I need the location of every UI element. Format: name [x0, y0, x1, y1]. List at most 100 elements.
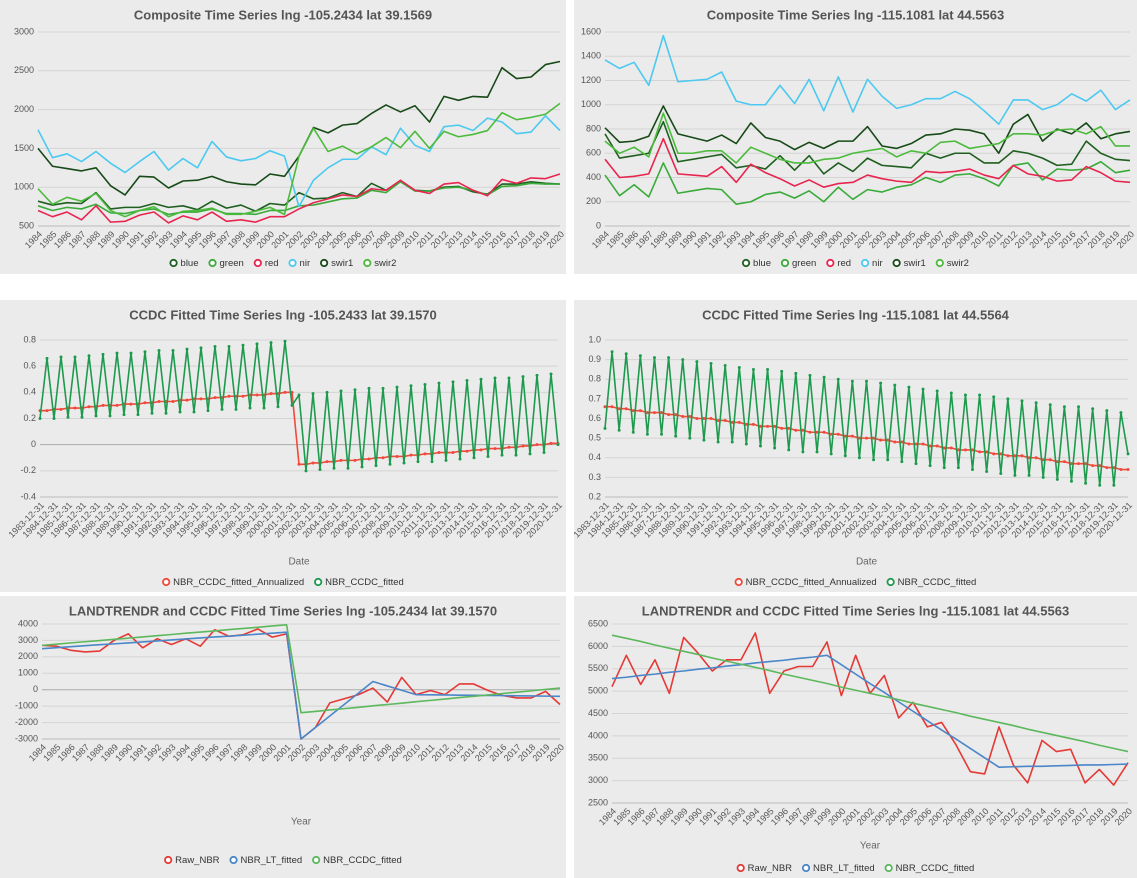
y-tick-label: 0: [33, 684, 38, 694]
data-point: [1098, 464, 1102, 468]
data-point: [744, 422, 748, 426]
data-point: [276, 405, 280, 409]
data-point: [971, 448, 975, 452]
x-axis-title: Year: [860, 841, 881, 852]
series-line: [37, 180, 561, 213]
y-tick-label: -0.2: [20, 465, 36, 475]
x-axis-title: Date: [856, 557, 878, 568]
series-line: [41, 624, 561, 714]
data-point: [822, 375, 826, 379]
data-point: [423, 382, 427, 386]
data-point: [325, 390, 329, 394]
chart-title: CCDC Fitted Time Series lng -105.2433 la…: [129, 307, 437, 322]
y-tick-label: 400: [586, 172, 601, 182]
data-point: [248, 406, 252, 410]
y-tick-label: 0.8: [23, 334, 36, 344]
data-point: [631, 409, 635, 413]
y-tick-label: 0.3: [588, 472, 601, 482]
data-point: [178, 410, 182, 414]
legend-label: NBR_CCDC_fitted: [896, 863, 975, 874]
data-point: [297, 462, 301, 466]
data-point: [402, 461, 406, 465]
legend-label: green: [792, 258, 816, 269]
legend-label: swir2: [947, 258, 969, 269]
data-point: [458, 457, 462, 461]
data-point: [1013, 454, 1017, 458]
y-tick-label: 3000: [14, 26, 34, 36]
data-point: [129, 402, 133, 406]
data-point: [843, 454, 847, 458]
data-point: [374, 464, 378, 468]
x-axis-title: Year: [291, 817, 312, 828]
data-point: [1091, 464, 1095, 468]
data-point: [409, 384, 413, 388]
data-point: [660, 411, 664, 415]
legend: blue green red nir swir1 swir2: [169, 258, 396, 269]
data-point: [52, 417, 56, 420]
data-point: [808, 430, 812, 434]
x-axis-title: Date: [288, 557, 310, 568]
data-point: [942, 446, 946, 450]
series-line: [604, 34, 1131, 125]
data-point: [157, 348, 161, 352]
data-point: [674, 413, 678, 417]
data-point: [652, 411, 656, 415]
data-point: [395, 385, 399, 389]
y-tick-label: 5500: [588, 663, 608, 673]
data-point: [1126, 468, 1130, 472]
data-point: [143, 401, 147, 405]
data-point: [780, 426, 784, 430]
data-point: [1013, 473, 1017, 477]
y-tick-label: 0.6: [23, 361, 36, 371]
data-point: [87, 405, 91, 409]
data-point: [213, 396, 217, 400]
data-point: [681, 415, 685, 419]
data-point: [716, 418, 720, 422]
data-point: [1020, 399, 1024, 403]
data-point: [388, 462, 392, 466]
data-point: [227, 345, 231, 349]
data-point: [610, 405, 614, 409]
data-point: [486, 454, 490, 458]
data-point: [766, 367, 770, 371]
data-point: [528, 452, 532, 456]
data-point: [38, 417, 42, 420]
data-point: [822, 430, 826, 434]
data-point: [935, 389, 939, 393]
data-point: [507, 376, 511, 380]
data-point: [255, 342, 259, 346]
y-tick-label: -0.4: [20, 491, 36, 501]
data-point: [956, 466, 960, 470]
data-point: [695, 360, 699, 364]
data-point: [992, 452, 996, 456]
data-point: [472, 456, 476, 460]
legend: NBR_CCDC_fitted_Annualized NBR_CCDC_fitte…: [162, 577, 404, 588]
legend-label: NBR_CCDC_fitted: [898, 577, 977, 588]
data-point: [465, 379, 469, 383]
data-point: [963, 393, 967, 397]
data-point: [262, 406, 266, 410]
y-tick-label: 1000: [581, 99, 601, 109]
data-point: [843, 434, 847, 438]
data-point: [766, 424, 770, 428]
data-point: [353, 388, 357, 392]
y-tick-label: 1000: [14, 182, 34, 192]
data-point: [227, 394, 231, 398]
data-point: [535, 373, 539, 377]
data-point: [192, 410, 196, 414]
series-line: [37, 115, 561, 208]
data-point: [829, 452, 833, 456]
data-point: [500, 453, 504, 457]
data-point: [66, 415, 70, 419]
y-tick-label: -2000: [15, 717, 38, 727]
y-tick-label: 1.0: [588, 334, 601, 344]
legend-marker: [884, 863, 893, 873]
data-point: [136, 413, 140, 417]
data-point: [94, 414, 98, 418]
data-point: [535, 443, 539, 447]
series-line: [604, 120, 1131, 175]
data-point: [872, 458, 876, 462]
data-point: [87, 354, 91, 358]
data-point: [956, 448, 960, 452]
data-point: [709, 417, 713, 420]
